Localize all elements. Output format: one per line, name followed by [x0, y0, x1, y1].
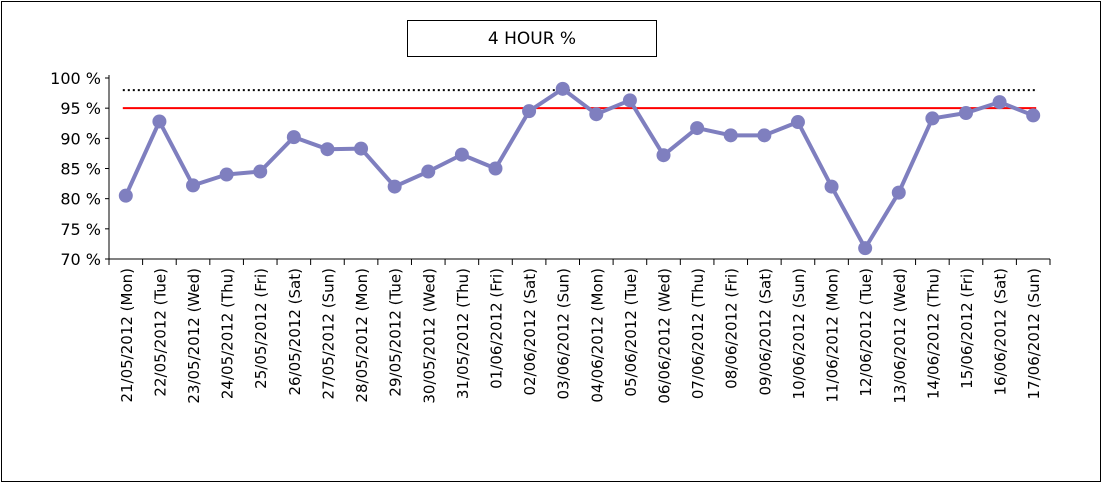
- data-point: [589, 107, 604, 122]
- y-tick-label: 80 %: [60, 190, 101, 209]
- x-tick-label: 07/06/2012 (Thu): [689, 268, 707, 399]
- y-tick-label: 90 %: [60, 129, 101, 148]
- x-tick-label: 24/05/2012 (Thu): [219, 268, 237, 399]
- series-line: [123, 86, 1034, 251]
- y-tick-label: 95 %: [60, 99, 101, 118]
- chart-title: 4 HOUR %: [487, 28, 577, 49]
- data-point: [522, 104, 537, 119]
- data-point: [320, 142, 335, 157]
- data-point: [992, 95, 1007, 110]
- data-point: [118, 188, 133, 203]
- data-point: [186, 178, 201, 193]
- data-point: [152, 114, 167, 129]
- chart-title-box: 4 HOUR %: [407, 20, 657, 57]
- data-point: [891, 185, 906, 200]
- x-tick-label: 12/06/2012 (Tue): [857, 268, 875, 397]
- data-point: [488, 161, 503, 176]
- data-point: [219, 167, 234, 182]
- x-tick-label: 30/05/2012 (Wed): [420, 268, 438, 404]
- data-point: [958, 105, 973, 120]
- x-tick-label: 04/06/2012 (Mon): [588, 268, 606, 403]
- x-tick-label: 05/06/2012 (Tue): [622, 268, 640, 397]
- data-point: [1026, 108, 1041, 123]
- x-tick-label: 23/05/2012 (Wed): [185, 268, 203, 404]
- x-tick-label: 17/06/2012 (Sun): [1025, 268, 1043, 399]
- y-tick-label: 85 %: [60, 160, 101, 179]
- data-point: [757, 128, 772, 143]
- data-point: [723, 128, 738, 143]
- x-tick-label: 15/06/2012 (Fri): [958, 268, 976, 389]
- data-point: [387, 179, 402, 194]
- data-point: [354, 141, 369, 156]
- data-point: [690, 121, 705, 136]
- x-tick-label: 08/06/2012 (Fri): [723, 268, 741, 389]
- x-tick-label: 09/06/2012 (Sat): [756, 268, 774, 396]
- x-tick-label: 16/06/2012 (Sat): [992, 268, 1010, 396]
- data-point: [824, 179, 839, 194]
- data-point: [286, 130, 301, 145]
- x-tick-label: 11/06/2012 (Mon): [824, 268, 842, 403]
- x-tick-label: 02/06/2012 (Sat): [521, 268, 539, 396]
- x-tick-label: 31/05/2012 (Thu): [454, 268, 472, 399]
- data-point: [253, 164, 268, 179]
- x-tick-label: 01/06/2012 (Fri): [487, 268, 505, 389]
- data-point: [421, 164, 436, 179]
- x-tick-label: 06/06/2012 (Wed): [656, 268, 674, 404]
- x-tick-label: 10/06/2012 (Sun): [790, 268, 808, 399]
- data-point: [858, 241, 873, 256]
- y-tick-label: 100 %: [50, 69, 101, 88]
- x-tick-label: 27/05/2012 (Sun): [319, 268, 337, 399]
- x-tick-label: 25/05/2012 (Fri): [252, 268, 270, 389]
- x-tick-label: 14/06/2012 (Thu): [924, 268, 942, 399]
- data-point: [925, 111, 940, 126]
- x-tick-label: 26/05/2012 (Sat): [286, 268, 304, 396]
- x-tick-label: 03/06/2012 (Sun): [555, 268, 573, 399]
- plot-area: 70 % 75 % 80 % 85 % 90 % 95 % 100 % 21/05/2012 …: [50, 69, 1051, 404]
- data-point: [622, 93, 637, 108]
- x-tick-label: 22/05/2012 (Tue): [151, 268, 169, 397]
- y-tick-label: 70 %: [60, 250, 101, 269]
- y-tick-label: 75 %: [60, 220, 101, 239]
- data-point: [555, 81, 570, 96]
- x-tick-label: 28/05/2012 (Mon): [353, 268, 371, 403]
- data-point: [454, 147, 469, 162]
- data-point: [790, 115, 805, 130]
- x-tick-label: 13/06/2012 (Wed): [891, 268, 909, 404]
- x-tick-label: 21/05/2012 (Mon): [118, 268, 136, 403]
- x-tick-label: 29/05/2012 (Tue): [387, 268, 405, 397]
- data-point: [656, 148, 671, 163]
